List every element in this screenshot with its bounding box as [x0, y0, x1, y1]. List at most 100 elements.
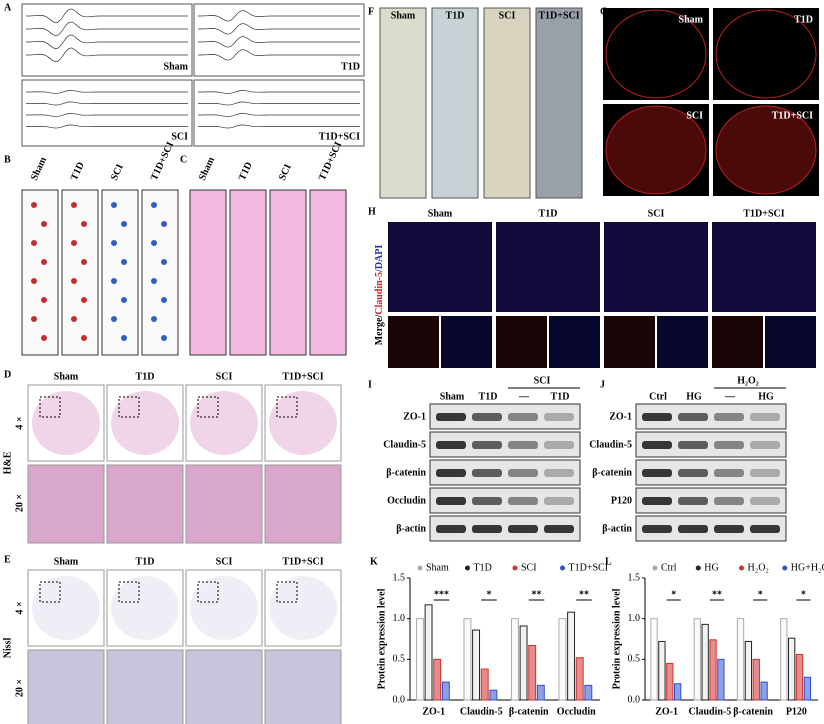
- recording-box: [193, 79, 365, 147]
- band: [544, 497, 574, 505]
- tissue: [111, 391, 179, 455]
- label: 20 ×: [14, 494, 25, 512]
- image: [604, 316, 655, 368]
- band: [436, 525, 466, 533]
- zoom-box: [39, 581, 61, 603]
- band: [750, 413, 780, 421]
- image: [185, 464, 263, 544]
- paw: [31, 240, 37, 246]
- bar: [780, 618, 788, 701]
- image: [101, 189, 139, 356]
- label: SCI: [109, 162, 126, 182]
- legend-label: HG+H₂O₂: [791, 562, 824, 573]
- band: [714, 525, 744, 533]
- label: ZO-1: [403, 411, 426, 422]
- band: [472, 441, 502, 449]
- panel-letter: D: [4, 369, 11, 380]
- paw: [121, 335, 127, 341]
- y-tick-label: 1.0: [393, 613, 406, 624]
- tissue: [269, 576, 337, 640]
- legend-marker: [417, 565, 423, 571]
- band: [508, 497, 538, 505]
- paw: [71, 278, 77, 284]
- trace: [26, 101, 188, 106]
- label: T1D: [69, 160, 87, 182]
- trace: [26, 47, 188, 63]
- band: [678, 497, 708, 505]
- legend-label: H₂O₂: [748, 562, 769, 573]
- label: P120: [611, 495, 632, 506]
- panel-letter: E: [4, 554, 11, 565]
- trace: [26, 8, 188, 24]
- paw: [41, 297, 47, 303]
- label: HG: [758, 391, 774, 402]
- label: Sham: [54, 556, 79, 567]
- band: [642, 469, 672, 477]
- panel-letter: K: [370, 556, 378, 567]
- side-label: Merge/Claudin-5/DAPI: [374, 245, 385, 346]
- paw: [161, 259, 167, 265]
- paw: [81, 221, 87, 227]
- label: Nissl: [2, 637, 13, 658]
- legend-marker: [652, 565, 658, 571]
- band: [472, 497, 502, 505]
- paw: [121, 221, 127, 227]
- band: [750, 525, 780, 533]
- label: Claudin-5: [589, 439, 632, 450]
- bar: [415, 618, 424, 701]
- panel-letter: L: [605, 556, 612, 567]
- tissue: [32, 391, 100, 455]
- trace: [198, 23, 360, 35]
- image: [189, 189, 227, 356]
- image: [229, 189, 267, 356]
- label: T1D: [479, 391, 498, 402]
- x-tick-label: Claudin-5: [688, 706, 731, 717]
- label: T1D: [341, 61, 360, 72]
- significance: ***: [434, 589, 449, 600]
- label: Occludin: [387, 495, 426, 506]
- image: [185, 649, 263, 724]
- band: [508, 525, 538, 533]
- label: β-catenin: [386, 467, 426, 478]
- label: SCI: [686, 110, 703, 121]
- image: [106, 464, 184, 544]
- legend-label: HG: [704, 562, 718, 573]
- tissue: [269, 391, 337, 455]
- label: Ctrl: [649, 391, 667, 402]
- tissue: [715, 105, 817, 195]
- band: [678, 413, 708, 421]
- label: HG: [686, 391, 702, 402]
- paw: [161, 297, 167, 303]
- panel-letter: I: [368, 379, 372, 390]
- band: [714, 413, 744, 421]
- paw: [71, 316, 77, 322]
- label: 4 ×: [14, 601, 25, 614]
- band: [472, 525, 502, 533]
- band: [642, 497, 672, 505]
- label: Sham: [391, 10, 416, 21]
- band: [714, 441, 744, 449]
- band: [642, 525, 672, 533]
- bar: [803, 676, 812, 701]
- bar: [717, 658, 725, 701]
- paw: [41, 221, 47, 227]
- image: [496, 222, 600, 312]
- y-axis-label: Protein expression level: [376, 588, 387, 689]
- x-tick-label: P120: [786, 706, 807, 717]
- label: Sham: [164, 61, 189, 72]
- bar: [510, 618, 519, 701]
- panel-letter: B: [4, 154, 11, 165]
- bar: [424, 604, 433, 701]
- image: [431, 7, 479, 199]
- band: [472, 469, 502, 477]
- trace: [26, 34, 188, 50]
- label: SCI: [499, 10, 516, 21]
- image: [379, 7, 427, 199]
- label: T1D: [136, 371, 155, 382]
- side-label-part: Merge/: [374, 315, 385, 346]
- trace: [198, 49, 360, 61]
- trace: [198, 124, 360, 129]
- x-tick-label: Occludin: [557, 706, 596, 717]
- label: Sham: [679, 14, 704, 25]
- label: T1D+SCI: [743, 208, 784, 219]
